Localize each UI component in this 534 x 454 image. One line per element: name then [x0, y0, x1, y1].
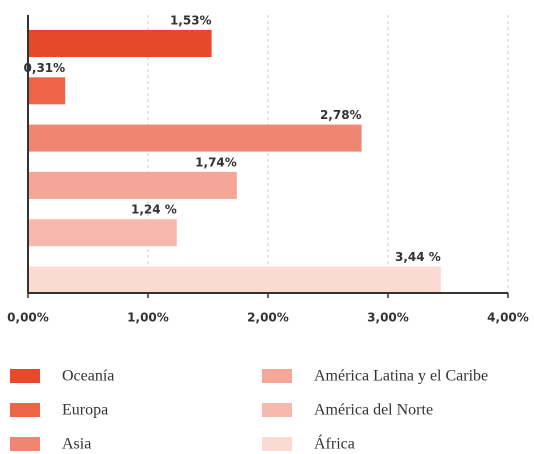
bar: [28, 124, 362, 152]
legend-swatch: [10, 403, 40, 417]
legend-swatch: [262, 437, 292, 451]
legend-label: África: [314, 434, 355, 453]
legend-label: América Latina y el Caribe: [314, 368, 488, 385]
legend-label: Asia: [62, 436, 91, 453]
bar: [28, 30, 212, 57]
x-tick-label: 4,00%: [487, 311, 529, 325]
legend-label: Oceanía: [62, 368, 114, 385]
x-tick-label: 3,00%: [367, 311, 409, 325]
value-label: 1,24 %: [131, 203, 177, 217]
legend-label: América del Norte: [314, 402, 433, 419]
legend-label: Europa: [62, 402, 108, 419]
bar: [28, 219, 177, 247]
value-label: 3,44 %: [395, 250, 441, 264]
value-label: 0,31%: [24, 61, 66, 75]
legend-swatch: [262, 403, 292, 417]
legend-swatch: [262, 369, 292, 383]
value-label: 1,74%: [195, 155, 237, 169]
bar: [28, 77, 66, 105]
value-label: 1,53%: [170, 14, 212, 28]
legend-swatch: [10, 437, 40, 451]
bar: [28, 266, 441, 294]
value-label: 2,78%: [320, 108, 362, 122]
bar: [28, 171, 237, 199]
x-tick-label: 2,00%: [247, 311, 289, 325]
x-tick-label: 0,00%: [7, 311, 49, 325]
x-tick-label: 1,00%: [127, 311, 169, 325]
legend-swatch: [10, 369, 40, 383]
